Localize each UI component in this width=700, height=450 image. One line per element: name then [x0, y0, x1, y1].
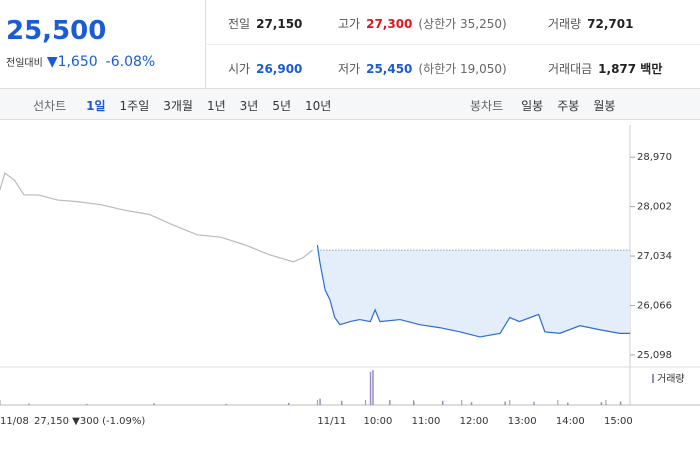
stat-label: 거래량: [548, 17, 582, 31]
stat-label: 시가: [228, 62, 251, 76]
legend-swatch: [652, 374, 654, 383]
x-tick-label: 11:00: [412, 416, 441, 427]
x-tick-label: 14:00: [556, 416, 585, 427]
header: [0, 0, 700, 89]
volume-bar: [441, 400, 444, 405]
tab[interactable]: 주봉: [557, 99, 580, 113]
change: ▼1,650: [46, 54, 98, 70]
stat-note: (상한가 35,250): [418, 17, 507, 31]
tab-label: 선차트: [33, 99, 67, 113]
y-tick-label: 27,034: [637, 251, 672, 262]
divider: [206, 44, 700, 45]
volume-bar: [504, 401, 506, 405]
x-tick-label: 10:00: [363, 416, 392, 427]
x-tick-label: 13:00: [508, 416, 537, 427]
tab-bar: [0, 89, 700, 120]
stat-value: 26,900: [256, 62, 303, 76]
volume-bar: [28, 403, 30, 405]
stat-value: 72,701: [587, 17, 634, 31]
volume-bar: [369, 371, 372, 405]
stat-note: (하한가 19,050): [418, 62, 507, 76]
y-tick-label: 25,098: [637, 350, 672, 361]
x-tick-label: 11/11: [317, 416, 346, 427]
stat-value: 27,150: [256, 17, 303, 31]
y-tick-label: 26,066: [637, 300, 672, 311]
volume-bar: [340, 400, 343, 405]
tab[interactable]: 3개월: [163, 99, 193, 113]
change-pct: -6.08%: [105, 54, 156, 70]
y-tick-label: 28,002: [637, 202, 672, 213]
tab[interactable]: 1주일: [119, 99, 150, 113]
stat-label: 거래대금: [548, 62, 593, 76]
volume-bar: [319, 398, 321, 405]
volume-bar: [153, 403, 155, 405]
stat: 거래량 72,701: [548, 15, 633, 32]
stat-value: 27,300: [366, 17, 413, 31]
volume-bar: [533, 401, 535, 405]
stat: 전일 27,150: [228, 15, 302, 32]
x-tick-label: 15:00: [604, 416, 633, 427]
stat-label: 저가: [338, 62, 361, 76]
candle-tabs: 봉차트 일봉 주봉 월봉: [470, 97, 629, 114]
volume-bar: [372, 370, 374, 405]
legend-label: 거래량: [657, 373, 685, 385]
tab[interactable]: 3년: [239, 99, 259, 113]
stat-label: 전일: [228, 17, 251, 31]
volume-bar: [413, 401, 415, 405]
stat-value: 25,450: [366, 62, 413, 76]
stat: 시가 26,900: [228, 60, 302, 77]
stat-label: 고가: [338, 17, 361, 31]
volume-bar: [288, 402, 290, 405]
volume-bar: [389, 400, 391, 405]
volume-bar: [225, 403, 228, 405]
y-tick-label: 28,970: [637, 152, 672, 163]
prev-summary: 27,150 ▼300 (-1.09%): [34, 416, 145, 427]
tab[interactable]: 5년: [272, 99, 292, 113]
stat: 저가 25,450 (하한가 19,050): [338, 60, 507, 77]
stat: 고가 27,300 (상한가 35,250): [338, 15, 507, 32]
tab[interactable]: 1일: [86, 99, 106, 113]
volume-bar: [619, 401, 622, 405]
volume-bar: [470, 402, 473, 405]
volume-bar: [566, 402, 569, 405]
area-fill: [317, 245, 630, 337]
volume-bar: [600, 402, 603, 405]
tab[interactable]: 10년: [305, 99, 332, 113]
tab-label: 봉차트: [470, 99, 504, 113]
x-tick-label: 11/08: [0, 416, 29, 427]
line-tabs: 선차트 1일 1주일 3개월 1년 3년 5년 10년: [33, 97, 345, 114]
change-row: 전일대비 ▼1,650 -6.08%: [6, 54, 155, 70]
price-line: [316, 244, 630, 338]
x-tick-label: 12:00: [460, 416, 489, 427]
tab[interactable]: 일봉: [521, 99, 544, 113]
stat: 거래대금 1,877 백만: [548, 60, 662, 77]
tab[interactable]: 월봉: [593, 99, 616, 113]
stat-value: 1,877 백만: [598, 62, 663, 76]
volume-bar: [86, 403, 88, 405]
divider: [205, 0, 206, 88]
change-label: 전일대비: [6, 58, 43, 69]
price: 25,500: [6, 16, 107, 46]
tab[interactable]: 1년: [206, 99, 226, 113]
price-line: [0, 172, 313, 263]
